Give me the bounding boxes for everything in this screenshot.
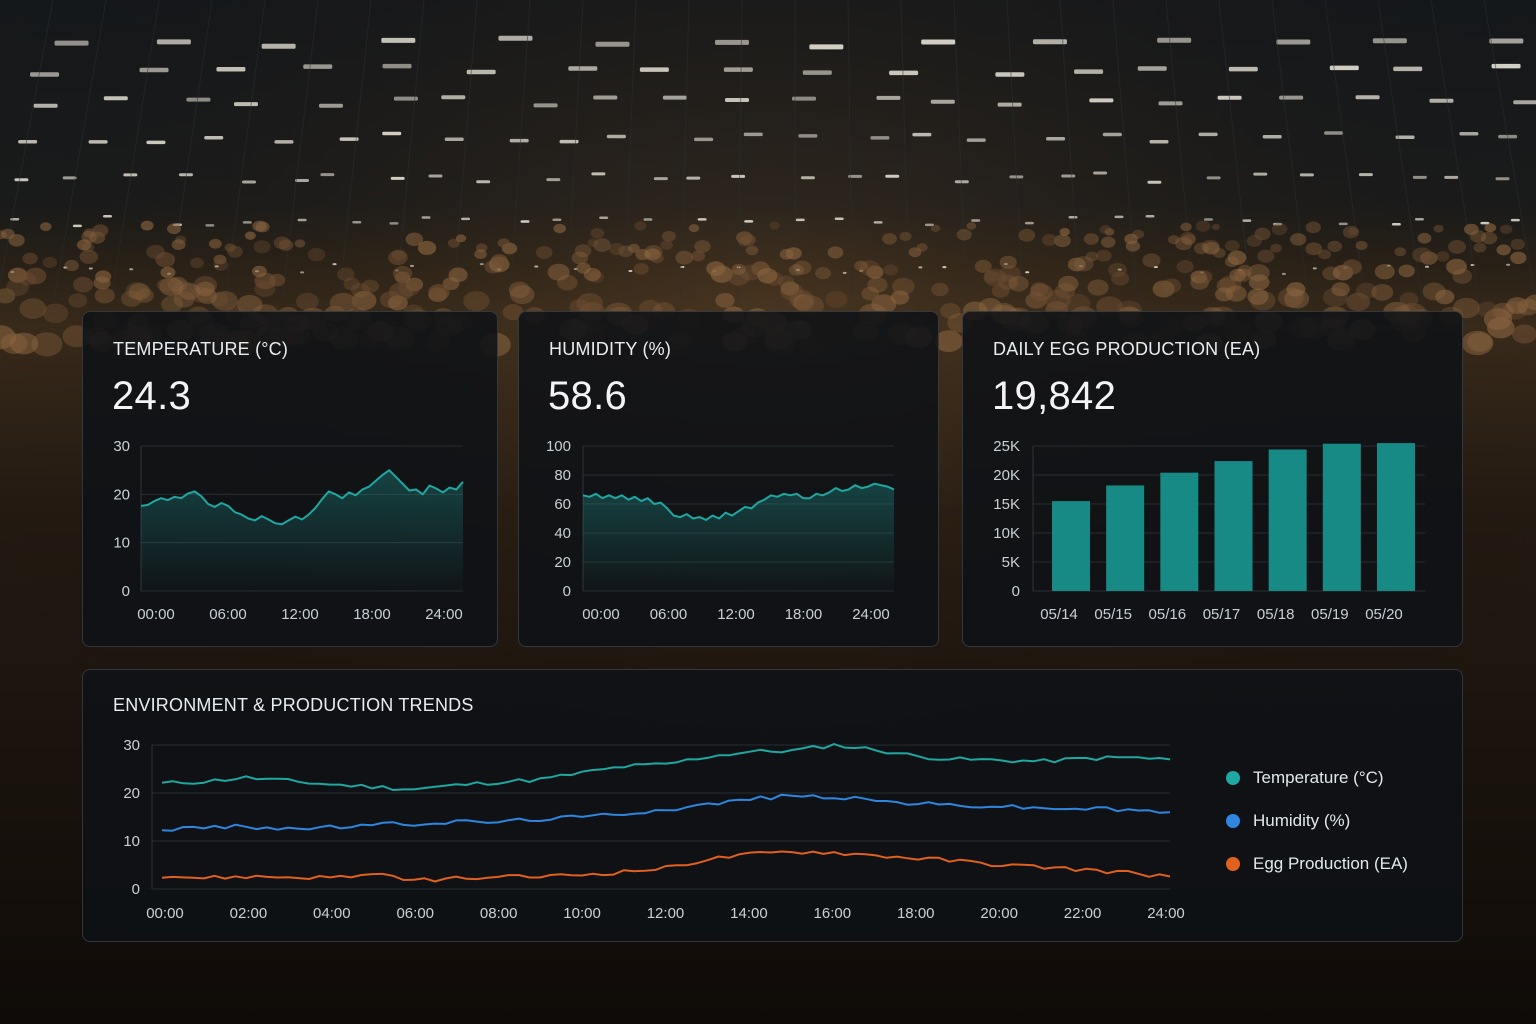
temperature-series-line-temperature-c — [140, 469, 464, 526]
temperature-x-tick-18-00: 18:00 — [353, 606, 391, 623]
legend-label-temperature: Temperature (°C) — [1253, 767, 1384, 787]
humidity-x-tick-18-00: 18:00 — [785, 606, 823, 623]
humidity-y-tick-40: 40 — [554, 525, 571, 542]
trends-x-tick-20-00: 20:00 — [980, 905, 1018, 922]
humidity-y-tick-20: 20 — [554, 554, 571, 571]
temperature-title: TEMPERATURE (°C) — [113, 339, 289, 359]
temperature-area-chart: 30 20 10 0 00:00 06:00 12:00 18:00 24:00 — [113, 438, 464, 623]
humidity-x-tick-06-00: 06:00 — [650, 606, 688, 623]
temperature-panel: TEMPERATURE (°C) 24.3 30 20 10 0 00:00 06:00 1… — [82, 311, 498, 647]
legend-item-temperature[interactable]: Temperature (°C) — [1226, 756, 1408, 799]
temperature-x-tick-00-00: 00:00 — [137, 606, 175, 623]
eggs-y-tick-5k: 5K — [1002, 554, 1020, 571]
legend-dot-temperature — [1226, 770, 1240, 785]
temperature-x-tick-06-00: 06:00 — [209, 606, 247, 623]
trends-y-tick-0: 0 — [132, 881, 140, 898]
humidity-y-tick-100: 100 — [546, 438, 571, 455]
humidity-title: HUMIDITY (%) — [549, 339, 672, 359]
humidity-y-tick-60: 60 — [554, 496, 571, 513]
trends-x-tick-04-00: 04:00 — [313, 905, 351, 922]
eggs-x-tick-05-14: 05/14 — [1040, 606, 1078, 623]
trends-y-tick-30: 30 — [123, 737, 140, 754]
eggs-y-tick-0: 0 — [1012, 583, 1020, 600]
bar-05-15 — [1106, 485, 1145, 591]
trends-x-tick-08-00: 08:00 — [480, 905, 518, 922]
trends-line-chart: 30 20 10 0 00:00 02:00 04:00 06:00 08:00 10:00 12:… — [123, 737, 1185, 922]
humidity-area-chart: 100 80 60 40 20 0 00:00 06:00 12:00 18:00 24:00 — [546, 438, 895, 623]
temperature-x-tick-24-00: 24:00 — [425, 606, 463, 623]
temperature-x-tick-12-00: 12:00 — [281, 606, 319, 623]
trends-y-tick-10: 10 — [123, 833, 140, 850]
bar-05-18 — [1268, 449, 1307, 591]
legend-dot-humidity — [1226, 813, 1240, 828]
bar-05-19 — [1322, 443, 1361, 591]
eggs-x-tick-05-18: 05/18 — [1257, 606, 1295, 623]
trends-x-tick-24-00: 24:00 — [1147, 905, 1185, 922]
bar-05-16 — [1160, 472, 1199, 591]
egg-production-panel: DAILY EGG PRODUCTION (EA) 19,842 25K 20K 1… — [962, 311, 1463, 647]
eggs-x-tick-05-20: 05/20 — [1365, 606, 1403, 623]
eggs-x-tick-05-16: 05/16 — [1149, 606, 1187, 623]
humidity-current-value: 58.6 — [548, 374, 628, 418]
humidity-x-tick-12-00: 12:00 — [717, 606, 755, 623]
trends-legend: Temperature (°C) Humidity (%) Egg Produc… — [1226, 756, 1408, 885]
bar-05-14 — [1052, 501, 1090, 591]
trends-x-tick-22-00: 22:00 — [1064, 905, 1102, 922]
eggs-x-tick-05-17: 05/17 — [1203, 606, 1241, 623]
bar-05-17 — [1214, 461, 1253, 591]
trends-x-tick-10-00: 10:00 — [563, 905, 601, 922]
temperature-y-tick-10: 10 — [113, 535, 130, 552]
trends-series-line-temperature-c — [161, 743, 1171, 791]
bar-05-20 — [1377, 443, 1415, 591]
temperature-y-tick-30: 30 — [113, 438, 130, 455]
eggs-y-tick-25k: 25K — [993, 438, 1020, 455]
humidity-x-tick-00-00: 00:00 — [582, 606, 620, 623]
trends-x-tick-14-00: 14:00 — [730, 905, 768, 922]
trends-title: ENVIRONMENT & PRODUCTION TRENDS — [113, 695, 474, 715]
temperature-y-tick-20: 20 — [113, 486, 130, 503]
egg-production-current-value: 19,842 — [992, 374, 1117, 418]
trends-series-line-egg-production-ea — [161, 850, 1171, 883]
legend-item-egg-production[interactable]: Egg Production (EA) — [1226, 842, 1408, 885]
humidity-area-fill — [583, 483, 894, 591]
trends-x-tick-12-00: 12:00 — [647, 905, 685, 922]
temperature-y-tick-0: 0 — [122, 583, 130, 600]
eggs-y-tick-20k: 20K — [993, 467, 1020, 484]
eggs-y-tick-15k: 15K — [993, 496, 1020, 513]
trends-x-tick-00-00: 00:00 — [146, 905, 184, 922]
temperature-current-value: 24.3 — [112, 374, 192, 418]
humidity-x-tick-24-00: 24:00 — [852, 606, 890, 623]
legend-label-humidity: Humidity (%) — [1253, 810, 1351, 830]
humidity-series-line-humidity — [582, 482, 895, 521]
legend-item-humidity[interactable]: Humidity (%) — [1226, 799, 1408, 842]
trends-x-tick-06-00: 06:00 — [396, 905, 434, 922]
trends-series-line-humidity — [161, 793, 1171, 832]
trends-panel: ENVIRONMENT & PRODUCTION TRENDS 30 20 10 0 0… — [82, 669, 1463, 942]
eggs-x-tick-05-19: 05/19 — [1311, 606, 1349, 623]
trends-y-tick-20: 20 — [123, 785, 140, 802]
humidity-y-tick-0: 0 — [563, 583, 571, 600]
legend-label-egg-production: Egg Production (EA) — [1253, 853, 1408, 873]
egg-production-bar-chart: 25K 20K 15K 10K 5K 0 05/14 05/15 05/16 05/17 05/18… — [993, 438, 1425, 623]
eggs-x-tick-05-15: 05/15 — [1094, 606, 1132, 623]
temperature-area-fill — [141, 470, 463, 591]
trends-x-tick-18-00: 18:00 — [897, 905, 935, 922]
eggs-y-tick-10k: 10K — [993, 525, 1020, 542]
humidity-panel: HUMIDITY (%) 58.6 100 80 60 40 20 0 00:00 06:00… — [518, 311, 939, 647]
egg-production-title: DAILY EGG PRODUCTION (EA) — [993, 339, 1261, 359]
humidity-y-tick-80: 80 — [554, 467, 571, 484]
trends-x-tick-02-00: 02:00 — [230, 905, 268, 922]
legend-dot-egg-production — [1226, 856, 1240, 871]
trends-x-tick-16-00: 16:00 — [814, 905, 852, 922]
